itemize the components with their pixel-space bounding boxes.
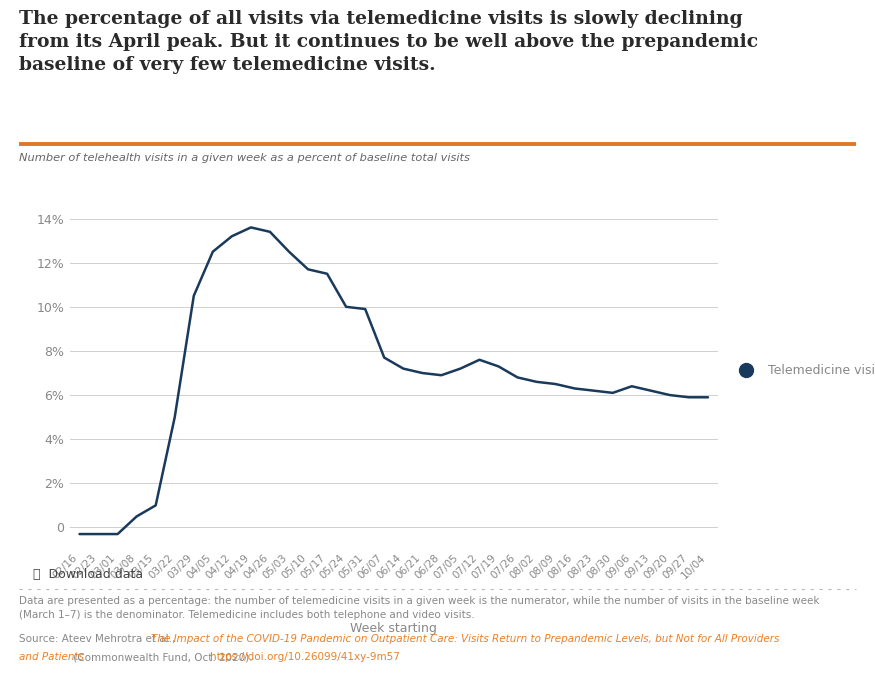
Text: The Impact of the COVID-19 Pandemic on Outpatient Care: Visits Return to Prepand: The Impact of the COVID-19 Pandemic on O… (150, 634, 779, 644)
Text: (Commonwealth Fund, Oct. 2020).: (Commonwealth Fund, Oct. 2020). (70, 652, 256, 662)
Text: https://doi.org/10.26099/41xy-9m57: https://doi.org/10.26099/41xy-9m57 (210, 652, 400, 662)
Text: and Patients: and Patients (19, 652, 84, 662)
Legend: Telemedicine visits: Telemedicine visits (728, 360, 875, 382)
Text: The percentage of all visits via telemedicine visits is slowly declining
from it: The percentage of all visits via telemed… (19, 10, 759, 74)
Text: ⤓  Download data: ⤓ Download data (33, 568, 144, 582)
Text: Source: Ateev Mehrotra et al.,: Source: Ateev Mehrotra et al., (19, 634, 178, 644)
Text: Data are presented as a percentage: the number of telemedicine visits in a given: Data are presented as a percentage: the … (19, 596, 820, 606)
Text: Number of telehealth visits in a given week as a percent of baseline total visit: Number of telehealth visits in a given w… (19, 153, 470, 162)
Text: (March 1–7) is the denominator. Telemedicine includes both telephone and video v: (March 1–7) is the denominator. Telemedi… (19, 610, 475, 620)
X-axis label: Week starting: Week starting (350, 622, 438, 635)
